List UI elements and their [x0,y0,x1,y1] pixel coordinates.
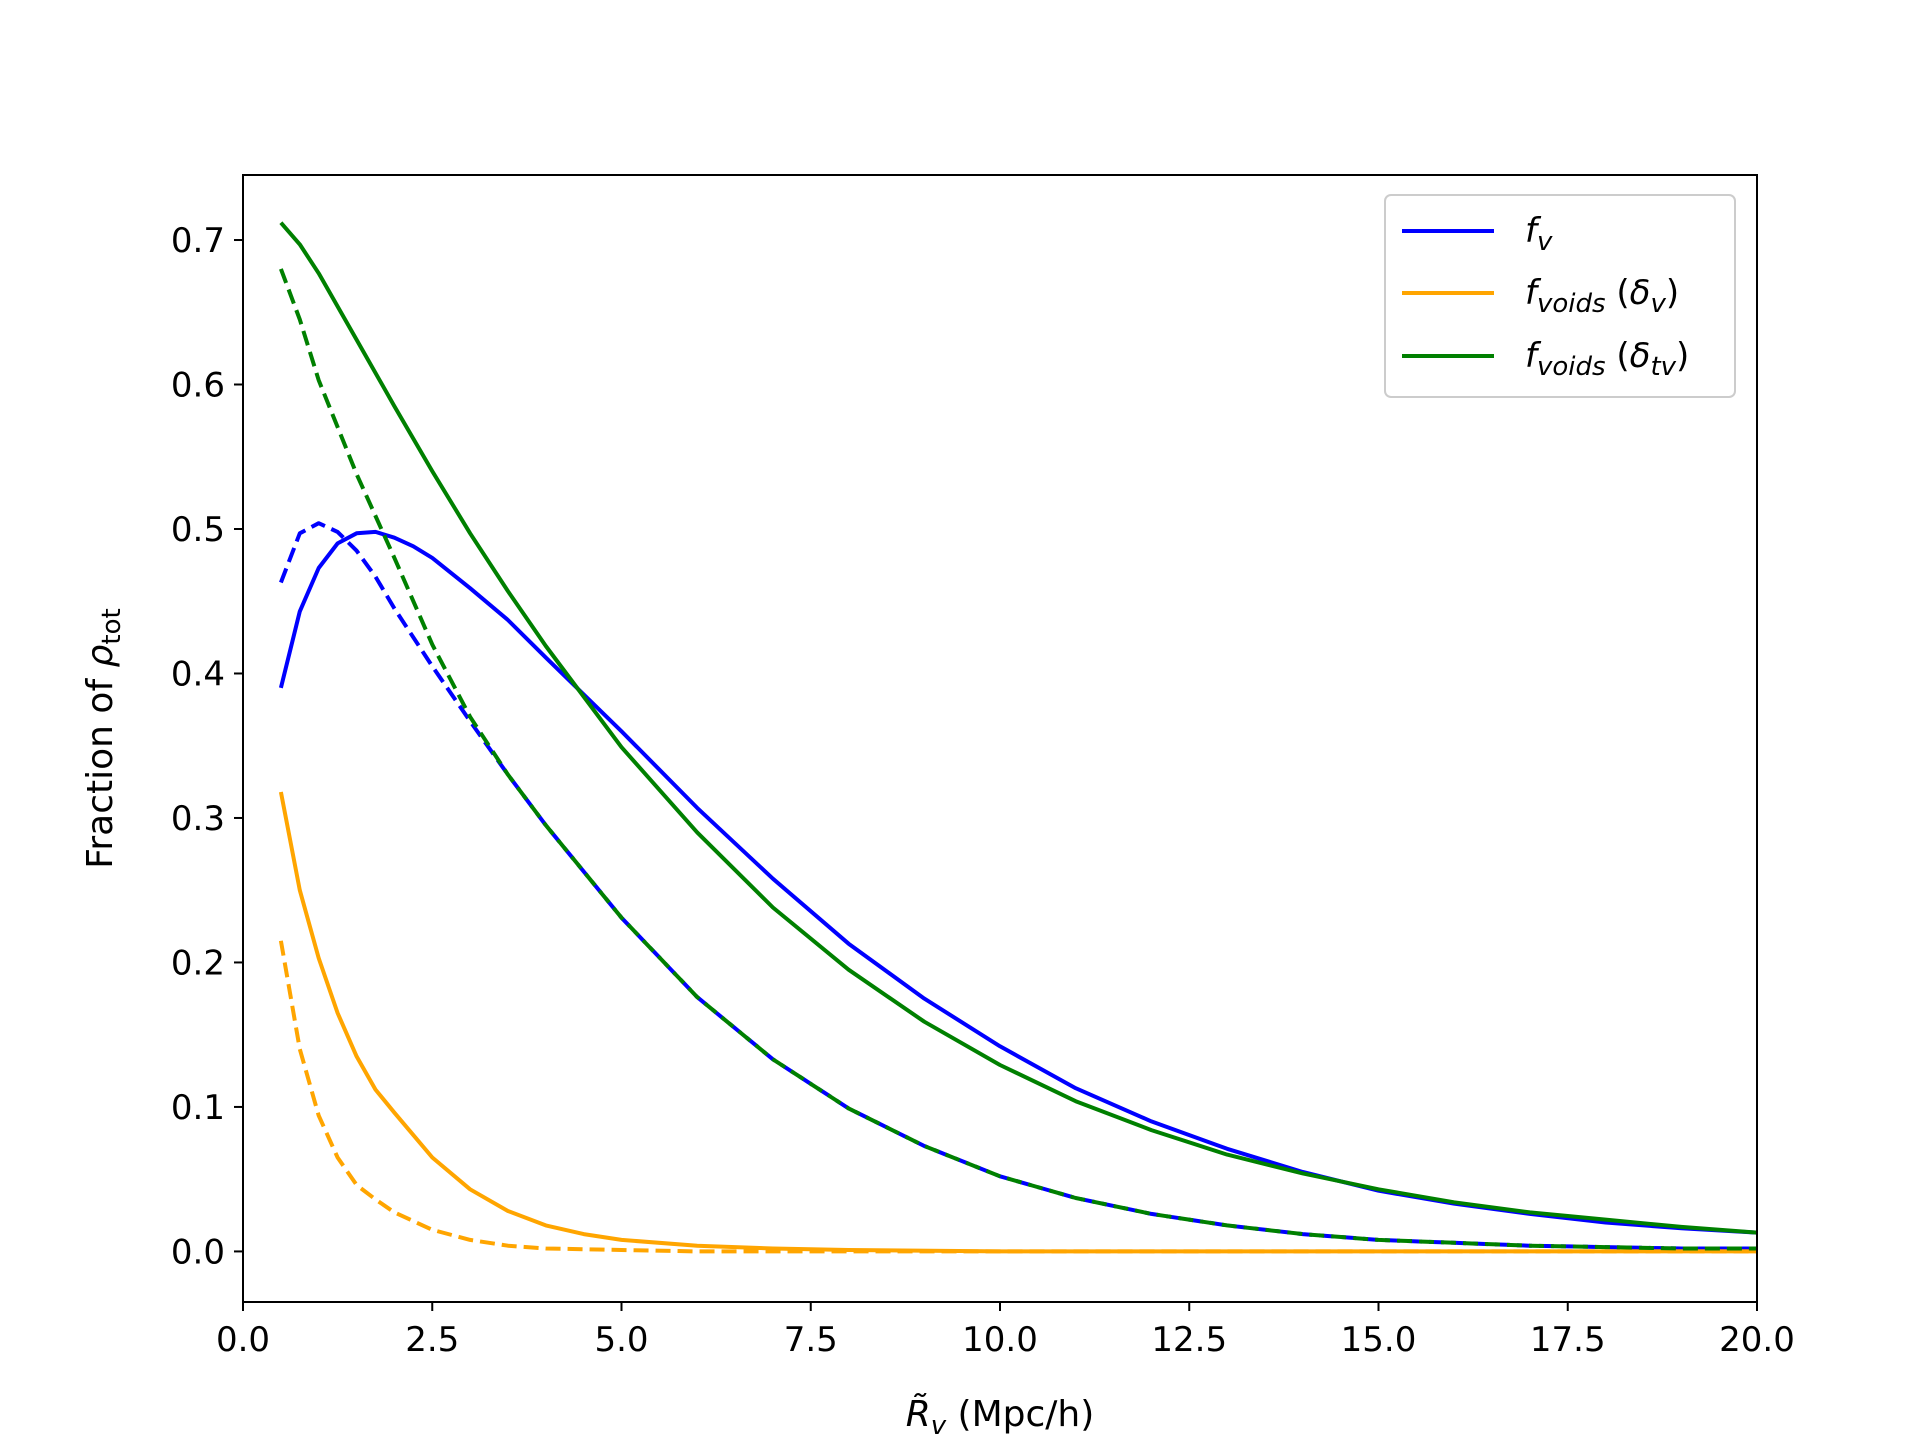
legend-label-sub: voids [1537,352,1606,382]
x-tick-label: 7.5 [784,1320,838,1360]
y-tick-label: 0.5 [171,510,225,550]
legend-label-close-paren: ) [1676,336,1689,376]
y-axis-title-subscript: tot [97,608,127,644]
x-tick-label: 2.5 [405,1320,459,1360]
x-tick-label: 15.0 [1341,1320,1417,1360]
x-tick-label: 5.0 [594,1320,648,1360]
legend-box [1384,194,1736,398]
x-axis-title: R̃v (Mpc/h) [906,1393,1095,1440]
legend-label-fv-sub: v [1537,227,1553,257]
x-axis-title-subscript: v [931,1411,947,1440]
legend-label-open-paren: ( [1606,336,1630,376]
y-axis-title-symbol: ρ [80,644,121,667]
legend-label-paren-symbol: δ [1630,273,1651,313]
legend-label-paren-sub: v [1650,289,1666,319]
x-axis-title-symbol: R̃ [906,1393,931,1435]
x-tick-label: 12.5 [1151,1320,1227,1360]
legend-entry-fvoids-delta-v: fvoids (δv) [1402,273,1679,319]
series-line-3-dashed [278,940,1757,1254]
y-tick-label: 0.1 [171,1088,225,1128]
y-tick-label: 0.2 [171,943,225,983]
legend-label-sub: voids [1537,289,1606,319]
y-axis-title-text: Fraction of [80,667,121,868]
y-axis: 0.0 0.1 0.2 0.3 0.4 0.5 0.6 0.7 [171,221,243,1272]
x-tick-label: 10.0 [962,1320,1038,1360]
y-tick-label: 0.4 [171,654,225,694]
legend-label-close-paren: ) [1666,273,1679,313]
legend: fv fvoids (δv) fvoids (δtv) [1384,194,1736,398]
series-layer [278,221,1758,1254]
legend-label-paren-symbol: δ [1630,336,1651,376]
y-tick-label: 0.3 [171,799,225,839]
legend-label-paren-sub: tv [1650,352,1676,382]
y-tick-label: 0.6 [171,366,225,406]
x-tick-label: 0.0 [216,1320,270,1360]
y-tick-label: 0.0 [171,1232,225,1272]
x-tick-label: 17.5 [1530,1320,1606,1360]
legend-label-fvoids-delta-v: fvoids (δv) [1525,273,1679,319]
series-line-5-dashed [279,268,1757,1251]
y-tick-label: 0.7 [171,221,225,261]
y-axis-title: Fraction of ρtot [80,608,127,868]
series-line-4-solid [279,221,1758,1235]
legend-label-open-paren: ( [1606,273,1630,313]
x-axis-title-unit: (Mpc/h) [946,1394,1094,1435]
x-axis: 0.0 2.5 5.0 7.5 10.0 12.5 15.0 17.5 20.0 [216,1302,1795,1360]
x-tick-label: 20.0 [1719,1320,1795,1360]
